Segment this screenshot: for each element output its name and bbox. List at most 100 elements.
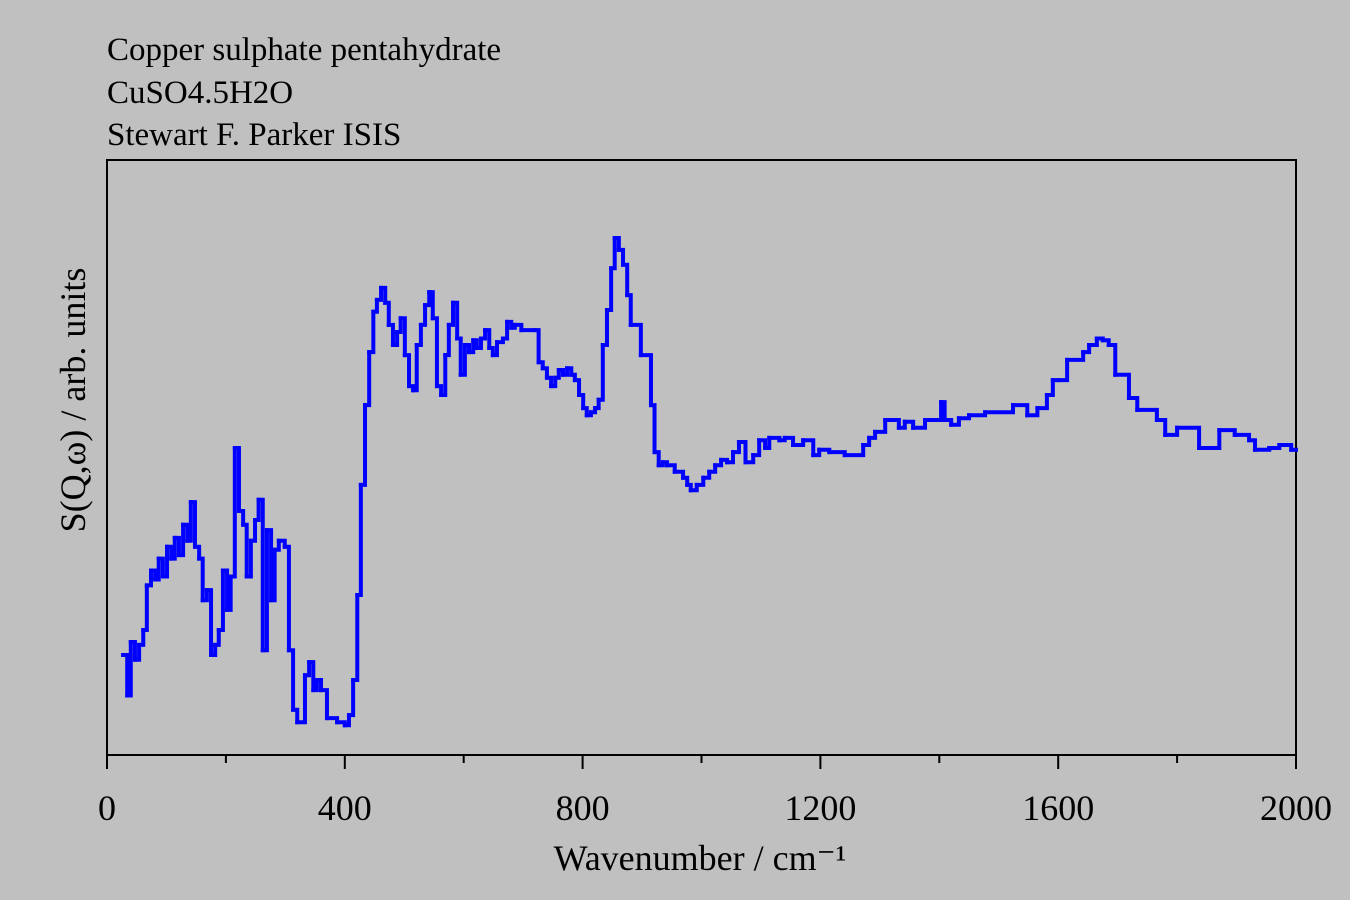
step-segment [342,713,351,728]
x-tick-label: 0 [98,788,116,828]
step-segment [346,678,356,718]
step-segment [842,443,866,458]
step-segment [156,556,165,579]
step-segment [638,353,653,408]
x-tick-label: 1200 [784,788,856,828]
x-tick-label: 1600 [1022,788,1094,828]
step-segment [648,403,657,455]
step-segment [241,522,249,579]
step-segment [295,673,307,725]
step-segment [736,440,748,465]
step-segment [616,247,626,267]
step-segment [652,450,661,468]
step-segment [423,290,432,308]
step-segment [1025,406,1040,418]
step-segment [137,628,146,647]
step-segment [302,660,312,678]
step-segment [731,440,741,455]
step-segment [128,639,137,662]
step-segment [439,353,448,398]
step-segment [286,648,296,712]
step-segment [125,639,133,698]
step-segment [782,435,796,448]
step-segment [418,303,428,327]
step-segment [260,528,269,653]
step-segment [383,300,391,327]
step-segment [500,319,510,341]
step-segment [314,678,324,693]
step-segment [236,509,246,527]
step-segment [132,642,142,662]
step-segment [363,350,372,408]
step-segment [540,366,549,380]
step-segment [220,568,230,612]
step-segment [446,300,455,327]
y-axis-label: S(Q,ω) / arb. units [53,268,93,533]
step-segment [269,547,277,603]
step-segment [471,338,479,351]
step-segment [949,416,961,427]
step-segment [434,384,444,398]
step-segment [681,475,690,487]
step-segment [358,403,368,487]
step-segment [181,522,190,543]
step-segment [169,535,177,561]
step-segment [487,346,495,358]
step-segment [581,406,589,418]
step-segment [264,528,274,603]
step-segment [1056,357,1070,383]
step-segment [1126,396,1140,412]
step-segment [430,316,439,389]
step-segment [911,418,928,430]
step-segment [390,329,400,348]
step-segment [1113,372,1131,400]
step-segment [1087,336,1099,348]
step-segment [256,497,265,653]
step-segment [1252,445,1272,452]
step-segment [1197,428,1222,450]
step-segment [1135,407,1159,423]
step-segment [478,328,488,341]
step-segment [757,438,768,450]
step-segment [565,366,574,377]
title-line: CuSO4.5H2O [107,75,293,111]
step-segment [1035,393,1049,411]
step-segment [228,445,237,579]
step-segment [665,463,677,474]
step-segment [153,556,161,582]
step-segment [604,266,614,312]
step-segment [1011,403,1030,418]
step-segment [1154,418,1168,437]
title-line: Stewart F. Parker ISIS [107,117,401,153]
step-segment [1175,425,1202,450]
step-segment [374,285,384,302]
step-segment [311,678,319,693]
step-segment [763,435,772,450]
x-tick-label: 2000 [1260,788,1332,828]
step-segment [386,322,395,348]
step-segment [411,343,419,393]
step-segment [572,378,582,398]
step-segment [883,418,901,430]
step-segment [450,300,460,341]
x-axis-label: Wavenumber / cm⁻¹ [554,838,847,878]
step-segment [244,538,253,579]
step-segment [490,340,499,358]
step-segment [533,328,541,365]
step-segment [751,438,762,458]
step-segment [176,522,186,558]
step-segment [209,642,218,658]
step-segment [200,588,209,603]
step-segment [544,375,554,389]
step-segment [455,336,463,377]
step-segment [707,463,718,474]
step-segment [272,538,281,552]
step-segment [188,500,197,549]
step-segment [204,588,214,658]
step-segment [141,583,149,633]
step-segment [232,445,241,514]
step-segment [185,500,193,543]
step-segment [694,475,706,487]
step-segment [1163,425,1180,437]
